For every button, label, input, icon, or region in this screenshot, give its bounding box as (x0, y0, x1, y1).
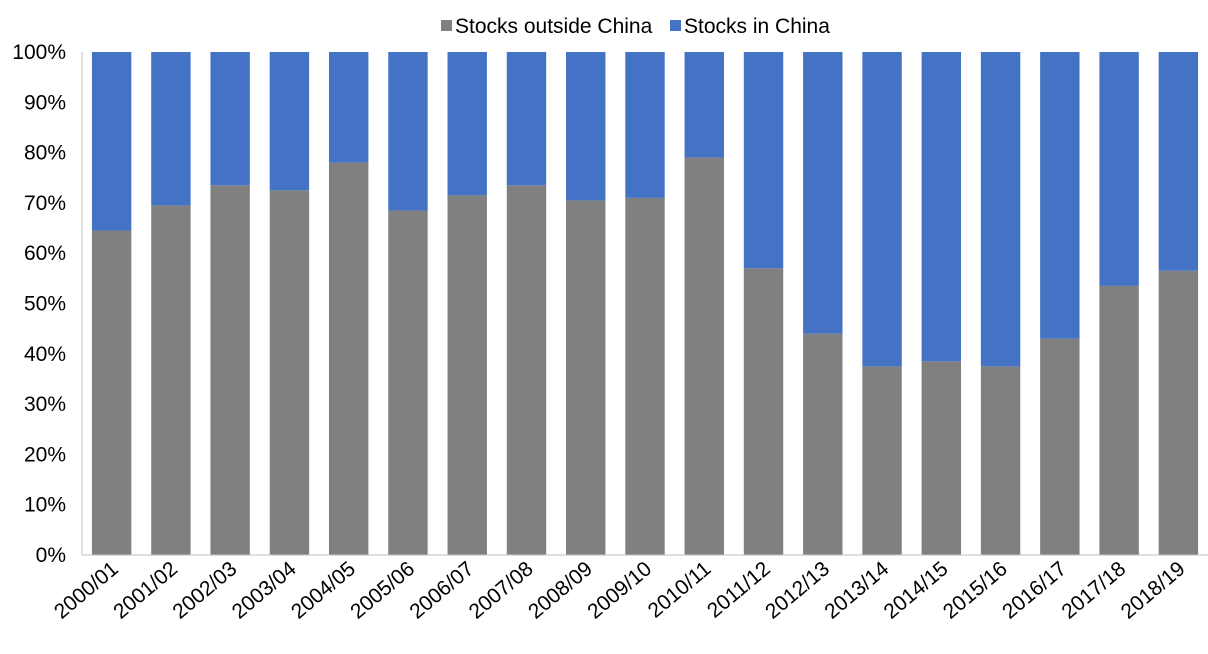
axes (81, 52, 1208, 556)
y-axis-ticks: 0% 10% 20% 30% 40% 50% 60% 70% 80% 90% 100% (12, 41, 66, 567)
y-tick-label: 70% (24, 192, 66, 215)
bar-in-china-7 (506, 52, 547, 186)
x-tick-label: 2012/13 (761, 557, 834, 623)
x-tick-label: 2011/12 (703, 557, 775, 622)
bar-outside-china-16 (1040, 338, 1080, 555)
x-tick-label: 2002/03 (168, 557, 241, 623)
y-tick-label: 40% (24, 343, 66, 366)
bar-outside-china-10 (684, 157, 724, 555)
legend-entry-in-china: Stocks in China (684, 15, 830, 38)
bar-outside-china-3 (269, 190, 310, 555)
x-tick-label: 2015/16 (939, 557, 1012, 623)
bar-in-china-4 (328, 52, 369, 163)
bar-outside-china-2 (210, 185, 250, 556)
y-tick-label: 80% (24, 142, 66, 165)
bar-in-china-5 (388, 52, 428, 211)
bar-outside-china-8 (566, 200, 606, 555)
bar-in-china-8 (566, 52, 606, 201)
bar-in-china-15 (980, 52, 1021, 367)
bar-in-china-17 (1099, 52, 1139, 286)
bar-outside-china-5 (388, 210, 428, 555)
x-tick-label: 2001/02 (109, 557, 182, 623)
bar-outside-china-0 (91, 230, 132, 555)
x-tick-label: 2007/08 (465, 557, 538, 623)
x-tick-label: 2005/06 (346, 557, 419, 623)
legend-entry-outside-china: Stocks outside China (455, 15, 653, 38)
x-tick-label: 2008/09 (524, 557, 597, 623)
y-tick-label: 90% (24, 91, 66, 114)
x-tick-label: 2003/04 (228, 557, 301, 624)
bar-outside-china-11 (743, 268, 784, 555)
bar-in-china-10 (684, 52, 724, 158)
bar-outside-china-18 (1158, 270, 1199, 555)
x-tick-label: 2013/14 (820, 557, 893, 624)
legend-swatch-outside-china (441, 20, 452, 31)
bar-outside-china-12 (803, 333, 843, 555)
bar-outside-china-9 (625, 197, 665, 555)
x-tick-label: 2009/10 (583, 557, 656, 623)
y-tick-label: 100% (12, 41, 66, 64)
bar-outside-china-14 (921, 361, 962, 555)
legend: Stocks outside China Stocks in China (441, 15, 830, 38)
bar-outside-china-1 (151, 205, 191, 556)
bar-in-china-6 (447, 52, 487, 196)
bar-in-china-2 (210, 52, 250, 186)
x-tick-label: 2010/11 (644, 557, 716, 622)
bar-in-china-18 (1158, 52, 1199, 271)
bar-in-china-11 (743, 52, 784, 269)
bar-in-china-13 (862, 52, 902, 367)
legend-swatch-in-china (670, 20, 681, 31)
x-tick-label: 2000/01 (50, 557, 123, 623)
x-tick-label: 2017/18 (1057, 557, 1130, 623)
bar-in-china-16 (1040, 52, 1080, 339)
x-axis-ticks: 2000/012001/022002/032003/042004/052005/… (50, 557, 1190, 624)
x-tick-label: 2004/05 (287, 557, 360, 623)
bar-in-china-9 (625, 52, 665, 198)
bar-outside-china-4 (328, 162, 369, 555)
bar-outside-china-17 (1099, 285, 1139, 555)
bar-in-china-3 (269, 52, 310, 191)
y-tick-label: 20% (24, 443, 66, 466)
bar-in-china-14 (921, 52, 962, 362)
bar-outside-china-15 (980, 366, 1021, 556)
y-tick-label: 0% (36, 544, 66, 567)
x-tick-label: 2006/07 (405, 557, 478, 623)
bar-in-china-0 (91, 52, 132, 231)
y-tick-label: 50% (24, 293, 66, 316)
y-tick-label: 60% (24, 242, 66, 265)
y-tick-label: 30% (24, 393, 66, 416)
x-tick-label: 2014/15 (880, 557, 953, 623)
bar-in-china-12 (803, 52, 843, 334)
bar-in-china-1 (151, 52, 191, 206)
x-tick-label: 2016/17 (998, 557, 1071, 623)
bar-outside-china-6 (447, 195, 487, 556)
bars (91, 52, 1199, 556)
y-tick-label: 10% (24, 494, 66, 517)
x-tick-label: 2018/19 (1117, 557, 1190, 623)
bar-outside-china-13 (862, 366, 902, 556)
bar-outside-china-7 (506, 185, 547, 556)
